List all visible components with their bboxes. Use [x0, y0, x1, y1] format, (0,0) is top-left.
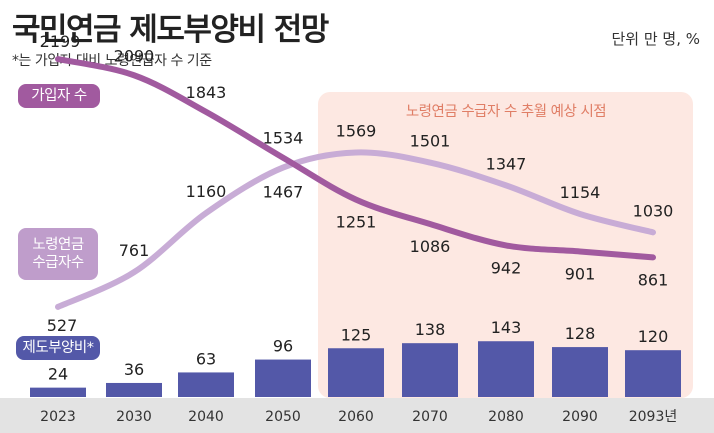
- pensioners-point-label: 761: [119, 241, 150, 260]
- unit-note: 단위 만 명, %: [611, 30, 700, 48]
- x-tick-label: 2060: [338, 409, 374, 425]
- workers-point-label: 1251: [336, 213, 377, 232]
- pensioners-point-label: 1030: [633, 201, 674, 220]
- ratio-bar: [402, 343, 458, 397]
- pensioners-point-label: 1160: [186, 182, 227, 201]
- workers-point-label: 1534: [263, 129, 304, 148]
- workers-point-label: 861: [638, 270, 669, 289]
- legend-pensioners-badge: 노령연금 수급자수: [18, 228, 98, 280]
- legend-ratio-badge: 제도부양비*: [16, 336, 100, 360]
- ratio-bar: [552, 347, 608, 397]
- x-axis-band: [0, 398, 714, 433]
- workers-point-label: 942: [491, 258, 522, 277]
- ratio-bar-label: 143: [491, 318, 522, 337]
- workers-point-label: 2199: [40, 32, 81, 51]
- workers-point-label: 1086: [410, 237, 451, 256]
- overtake-period-label: 노령연금 수급자 수 추월 예상 시점: [405, 104, 607, 120]
- pensioners-point-label: 1347: [486, 154, 527, 173]
- ratio-bar: [178, 372, 234, 397]
- ratio-bar-label: 128: [565, 324, 596, 343]
- pensioners-point-label: 1467: [263, 183, 304, 202]
- ratio-bar: [30, 387, 86, 397]
- workers-line: [55, 56, 656, 261]
- ratio-bar-label: 125: [341, 325, 372, 344]
- workers-point-label: 2090: [114, 46, 155, 65]
- pensioners-point-label: 1154: [560, 183, 601, 202]
- workers-point-label: 1843: [186, 83, 227, 102]
- pensioners-point-label: 1569: [336, 121, 377, 140]
- workers-point-label: 901: [565, 264, 596, 283]
- chart-title: 국민연금 제도부양비 전망: [12, 12, 329, 48]
- ratio-bar-label: 24: [48, 365, 68, 384]
- x-tick-label: 2023: [40, 409, 76, 425]
- pensioners-point-label: 527: [47, 316, 78, 335]
- x-tick-label: 2093년: [629, 409, 678, 425]
- pensioners-line: [55, 149, 656, 310]
- x-tick-label: 2040: [188, 409, 224, 425]
- ratio-bar: [255, 359, 311, 397]
- ratio-bar-label: 138: [415, 320, 446, 339]
- pensioners-point-label: 1501: [410, 132, 451, 151]
- legend-pensioners-line2: 수급자수: [32, 255, 84, 271]
- x-tick-label: 2090: [562, 409, 598, 425]
- x-tick-label: 2070: [412, 409, 448, 425]
- x-tick-label: 2050: [265, 409, 301, 425]
- ratio-bar-label: 120: [638, 327, 669, 346]
- x-tick-label: 2080: [488, 409, 524, 425]
- ratio-bar-label: 96: [273, 337, 293, 356]
- legend-workers-badge: 가입자 수: [18, 84, 100, 108]
- x-tick-label: 2030: [116, 409, 152, 425]
- ratio-bar-label: 36: [124, 360, 144, 379]
- ratio-bar: [106, 382, 162, 397]
- ratio-bar: [478, 341, 534, 397]
- ratio-bar: [328, 348, 384, 397]
- legend-pensioners-line1: 노령연금: [32, 236, 84, 253]
- ratio-bar-label: 63: [196, 349, 216, 368]
- ratio-bar: [625, 350, 681, 397]
